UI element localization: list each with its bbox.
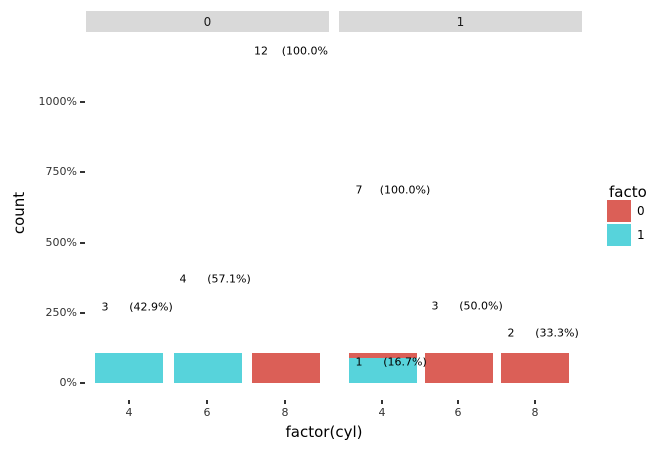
y-tick-mark xyxy=(80,242,85,244)
bar-facet1-cyl6 xyxy=(425,353,493,383)
bar-facet1-cyl4 xyxy=(349,353,417,383)
annotation-pct: (100.0%) xyxy=(281,44,329,58)
annotation-count: 3 xyxy=(431,299,439,313)
bar-segment-series1 xyxy=(349,358,417,383)
y-tick-label: 250% xyxy=(45,306,77,319)
x-tick-mark xyxy=(284,400,286,404)
x-tick-mark xyxy=(457,400,459,404)
x-tick-label: 6 xyxy=(203,406,211,419)
y-tick-label: 500% xyxy=(45,236,77,249)
y-tick-mark xyxy=(80,101,85,103)
bar-segment-series0 xyxy=(425,353,493,383)
annotation-count: 3 xyxy=(101,300,109,314)
facet-strip-label: 1 xyxy=(456,14,465,29)
x-axis-title: factor(cyl) xyxy=(285,423,363,441)
annotation-pct: (16.7%) xyxy=(383,355,427,369)
bar-segment-series1 xyxy=(174,353,242,383)
legend-label-0: 0 xyxy=(637,204,645,218)
annotation-pct: (100.0%) xyxy=(379,183,431,197)
annotation-count: 4 xyxy=(179,272,187,286)
bar-facet0-cyl6 xyxy=(174,353,242,383)
facet-panel-0: 3 (42.9%) 4 (57.1%) 12 (100.0%) xyxy=(86,33,329,400)
x-tick-label: 4 xyxy=(125,406,133,419)
x-tick-label: 8 xyxy=(531,406,539,419)
annotation-pct: (42.9%) xyxy=(129,300,173,314)
x-tick-label: 8 xyxy=(281,406,289,419)
facet-panel-1: 7 (100.0%) 3 (50.0%) 2 (33.3%) 1 (16.7%) xyxy=(339,33,582,400)
bar-segment-series0 xyxy=(501,353,569,383)
annotation-pct: (50.0%) xyxy=(459,299,503,313)
annotation-pct: (33.3%) xyxy=(535,326,579,340)
bar-segment-series0 xyxy=(349,353,417,358)
x-tick-label: 4 xyxy=(378,406,386,419)
bar-facet1-cyl8 xyxy=(501,353,569,383)
x-tick-mark xyxy=(128,400,130,404)
annotation-pct: (57.1%) xyxy=(207,272,251,286)
facet-strip-1: 1 xyxy=(339,11,582,32)
annotation-count: 12 xyxy=(254,44,268,58)
annotation-count: 7 xyxy=(355,183,363,197)
legend-label-1: 1 xyxy=(637,228,645,242)
legend-swatch-0 xyxy=(607,200,631,222)
bar-facet0-cyl4 xyxy=(95,353,163,383)
x-tick-mark xyxy=(534,400,536,404)
y-tick-mark xyxy=(80,382,85,384)
y-tick-mark xyxy=(80,171,85,173)
facet-strip-label: 0 xyxy=(203,14,212,29)
y-tick-label: 1000% xyxy=(38,95,77,108)
x-tick-mark xyxy=(381,400,383,404)
legend-swatch-1 xyxy=(607,224,631,246)
y-tick-label: 0% xyxy=(59,376,77,389)
x-tick-mark xyxy=(206,400,208,404)
annotation-count: 1 xyxy=(355,355,363,369)
bar-facet0-cyl8 xyxy=(252,353,320,383)
y-axis-title: count xyxy=(10,191,28,235)
x-tick-label: 6 xyxy=(454,406,462,419)
facet-strip-0: 0 xyxy=(86,11,329,32)
y-tick-mark xyxy=(80,312,85,314)
legend-title: facto xyxy=(609,183,647,201)
bar-segment-series0 xyxy=(252,353,320,383)
y-tick-label: 750% xyxy=(45,165,77,178)
annotation-count: 2 xyxy=(507,326,515,340)
bar-segment-series1 xyxy=(95,353,163,383)
